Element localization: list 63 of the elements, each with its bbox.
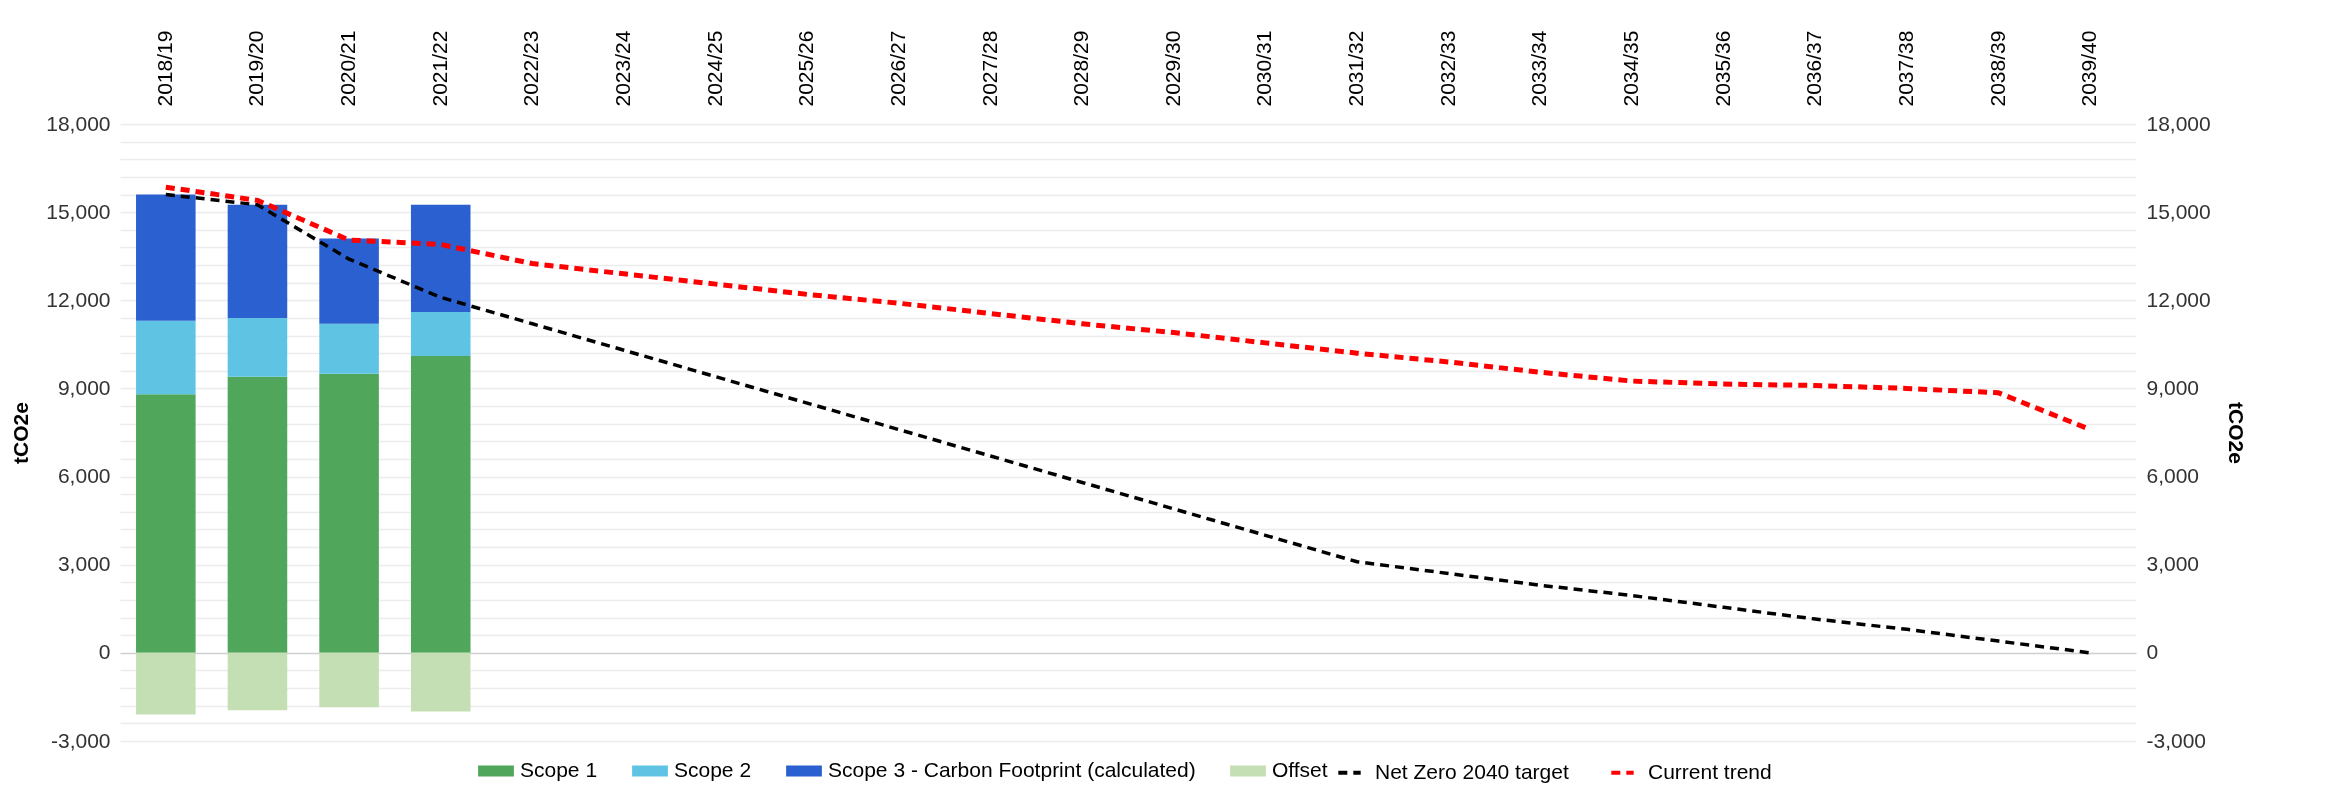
bar <box>319 323 379 374</box>
y-tick-label: 3,000 <box>57 552 111 576</box>
legend-label: Scope 1 <box>520 758 598 781</box>
y-tick-label: -3,000 <box>50 728 111 752</box>
y2-tick-label: 15,000 <box>2146 199 2211 223</box>
y2-tick-label: 12,000 <box>2146 287 2211 311</box>
legend-label: Scope 2 <box>674 758 752 781</box>
x-tick-label: 2026/27 <box>885 30 909 107</box>
y-tick-label: 18,000 <box>46 111 111 135</box>
x-tick-label: 2021/22 <box>427 30 451 107</box>
x-tick-label: 2031/32 <box>1344 30 1368 107</box>
bar <box>136 394 196 653</box>
y2-tick-label: 18,000 <box>2146 111 2211 135</box>
bar <box>410 204 471 313</box>
x-tick-label: 2018/19 <box>152 30 176 107</box>
y-tick-label: 12,000 <box>46 287 111 311</box>
x-tick-label: 2027/28 <box>977 30 1001 107</box>
legend-label: Offset <box>1272 758 1328 781</box>
x-tick-label: 2030/31 <box>1252 30 1276 107</box>
y2-tick-label: 0 <box>2146 640 2159 664</box>
bar <box>319 373 379 653</box>
x-tick-label: 2025/26 <box>794 30 818 107</box>
x-tick-label: 2023/24 <box>611 30 634 107</box>
line-series <box>164 192 2092 655</box>
x-tick-label: 2029/30 <box>1160 30 1184 107</box>
bar <box>410 356 471 653</box>
x-tick-label: 2036/37 <box>1802 30 1826 107</box>
x-tick-label: 2022/23 <box>519 30 543 107</box>
x-tick-label: 2034/35 <box>1619 30 1642 107</box>
bar <box>227 204 288 318</box>
bar <box>227 376 288 653</box>
y-tick-label: 15,000 <box>46 199 111 223</box>
x-tick-label: 2033/34 <box>1527 30 1551 107</box>
y-tick-label: 6,000 <box>57 464 111 488</box>
y-tick-label: 0 <box>98 640 111 664</box>
y2-tick-label: 6,000 <box>2146 464 2200 488</box>
x-tick-label: 2035/36 <box>1710 30 1734 107</box>
x-tick-label: 2019/20 <box>244 30 268 107</box>
bar <box>136 652 196 715</box>
y-tick-label: 9,000 <box>57 375 111 399</box>
y2-tick-label: 3,000 <box>2146 552 2200 576</box>
bar <box>136 320 196 395</box>
x-tick-label: 2020/21 <box>336 30 360 107</box>
legend-label: Current trend <box>1648 759 1772 783</box>
bar <box>227 317 288 377</box>
bar <box>227 652 288 711</box>
bar <box>410 652 471 712</box>
y2-tick-label: 9,000 <box>2146 375 2200 399</box>
y2-axis-title: tCO2e <box>2224 402 2248 464</box>
legend-label: Net Zero 2040 target <box>1375 759 1569 783</box>
x-tick-label: 2032/33 <box>1435 30 1459 107</box>
x-tick-label: 2039/40 <box>2077 30 2101 107</box>
bar <box>319 238 379 324</box>
y2-tick-label: -3,000 <box>2146 728 2207 752</box>
bar <box>319 652 379 708</box>
x-tick-label: 2028/29 <box>1069 30 1093 107</box>
x-tick-label: 2037/38 <box>1893 30 1917 107</box>
x-tick-label: 2024/25 <box>702 30 726 107</box>
bar <box>136 194 196 321</box>
legend-label: Scope 3 - Carbon Footprint (calculated) <box>828 758 1196 781</box>
y-axis-title: tCO2e <box>9 402 33 464</box>
bar <box>410 312 471 357</box>
x-tick-label: 2038/39 <box>1985 30 2009 107</box>
